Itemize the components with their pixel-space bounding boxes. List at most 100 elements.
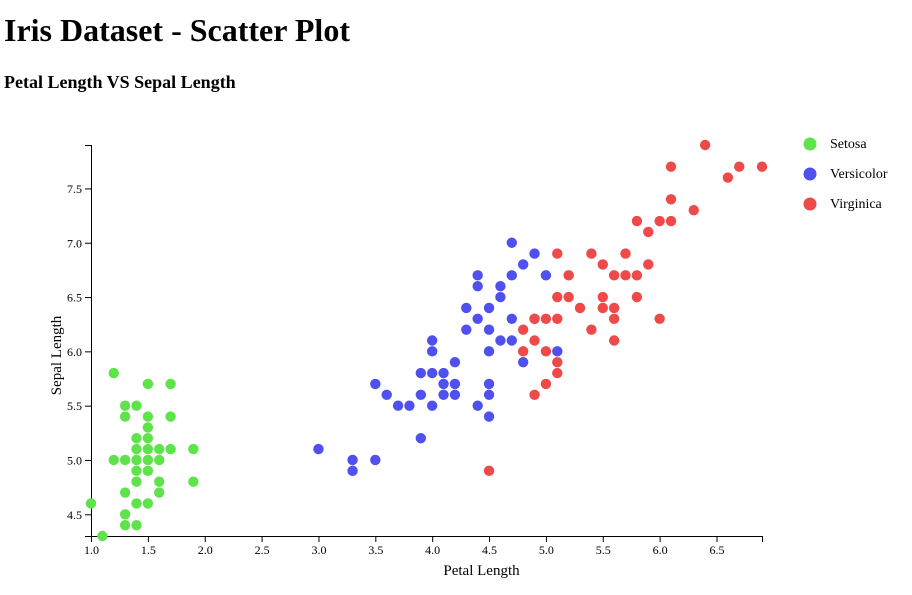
y-tick-label: 5.5 [67, 399, 82, 413]
data-point-setosa [188, 476, 199, 487]
data-point-virginica [688, 204, 699, 216]
data-point-versicolor [438, 378, 449, 390]
data-point-virginica [586, 248, 597, 259]
data-point-setosa [131, 433, 142, 444]
legend-label-setosa: Setosa [830, 137, 867, 152]
data-point-setosa [142, 498, 154, 509]
data-point-setosa [131, 443, 142, 455]
data-point-setosa [165, 443, 176, 455]
data-point-virginica [552, 357, 563, 368]
data-point-virginica [665, 161, 677, 172]
x-tick-label: 1.5 [141, 543, 156, 557]
data-point-setosa [119, 411, 131, 422]
data-point-versicolor [472, 400, 483, 411]
x-axis: 1.0 1.5 2.0 2.5 3.0 3.5 4.0 4.5 5.0 5.5 6.0 6.5 [84, 536, 763, 557]
data-point-setosa [142, 465, 154, 477]
data-point-versicolor [483, 378, 495, 390]
page-subtitle: Petal Length VS Sepal Length [4, 72, 236, 92]
data-point-versicolor [426, 346, 438, 357]
data-point-virginica [756, 161, 768, 172]
data-point-versicolor [461, 324, 472, 335]
data-point-versicolor [517, 357, 529, 368]
data-points [85, 139, 768, 542]
data-point-virginica [654, 313, 665, 324]
page-title: Iris Dataset - Scatter Plot [4, 12, 350, 48]
x-tick-label: 5.5 [596, 543, 611, 557]
data-point-versicolor [529, 248, 540, 259]
data-point-setosa [131, 465, 142, 477]
data-point-versicolor [347, 454, 358, 466]
data-point-virginica [620, 248, 631, 259]
data-point-versicolor [495, 280, 506, 292]
x-axis-title: Petal Length [443, 563, 520, 579]
data-point-versicolor [472, 313, 483, 324]
data-point-setosa [142, 378, 154, 390]
data-point-setosa [154, 476, 165, 487]
data-point-virginica [665, 194, 677, 205]
legend-swatch-setosa [803, 137, 817, 151]
y-tick-label: 6.5 [67, 291, 82, 305]
data-point-virginica [597, 291, 608, 303]
data-point-virginica [529, 389, 540, 401]
data-point-versicolor [540, 270, 552, 281]
data-point-setosa [142, 443, 154, 455]
data-point-virginica [563, 270, 574, 281]
data-point-versicolor [415, 389, 427, 401]
x-tick-label: 6.0 [653, 543, 668, 557]
data-point-setosa [154, 454, 165, 466]
legend: Setosa Versicolor Virginica [803, 137, 888, 212]
data-point-setosa [142, 422, 154, 433]
x-axis-line [91, 536, 763, 542]
y-axis-line [85, 145, 92, 537]
data-point-setosa [154, 443, 165, 455]
data-point-setosa [142, 411, 154, 422]
x-tick-label: 5.0 [539, 543, 554, 557]
data-point-versicolor [506, 237, 517, 248]
data-point-virginica [586, 324, 597, 335]
data-point-versicolor [506, 313, 517, 324]
y-tick-label: 7.0 [67, 236, 82, 250]
data-point-versicolor [449, 378, 461, 390]
data-point-virginica [722, 172, 734, 183]
data-point-versicolor [449, 357, 461, 368]
data-point-virginica [620, 270, 631, 281]
data-point-setosa [97, 530, 108, 542]
data-point-virginica [529, 335, 540, 346]
data-point-virginica [540, 378, 552, 390]
data-point-virginica [643, 259, 654, 270]
legend-swatch-versicolor [803, 167, 817, 181]
data-point-virginica [552, 367, 563, 379]
data-point-setosa [142, 454, 154, 466]
data-point-setosa [131, 454, 142, 466]
data-point-virginica [654, 215, 665, 227]
data-point-virginica [608, 270, 620, 281]
data-point-virginica [540, 346, 552, 357]
data-point-versicolor [506, 335, 517, 346]
x-tick-label: 6.5 [710, 543, 725, 557]
data-point-virginica [643, 226, 654, 238]
x-tick-label: 3.5 [368, 543, 383, 557]
data-point-versicolor [404, 400, 415, 411]
data-point-setosa [131, 400, 142, 411]
y-tick-label: 5.0 [67, 453, 82, 467]
data-point-setosa [108, 367, 119, 379]
data-point-setosa [165, 378, 176, 390]
x-tick-label: 4.0 [425, 543, 440, 557]
data-point-virginica [665, 215, 677, 227]
x-tick-label: 4.5 [482, 543, 497, 557]
data-point-virginica [552, 313, 563, 324]
data-point-virginica [631, 270, 643, 281]
data-point-virginica [597, 259, 608, 270]
data-point-setosa [119, 487, 131, 498]
data-point-versicolor [517, 259, 529, 270]
data-point-virginica [574, 302, 586, 314]
data-point-virginica [631, 291, 643, 303]
data-point-versicolor [495, 335, 506, 346]
data-point-versicolor [381, 389, 392, 401]
data-point-setosa [119, 400, 131, 411]
data-point-versicolor [415, 367, 427, 379]
data-point-versicolor [370, 378, 381, 390]
x-tick-label: 3.0 [311, 543, 326, 557]
